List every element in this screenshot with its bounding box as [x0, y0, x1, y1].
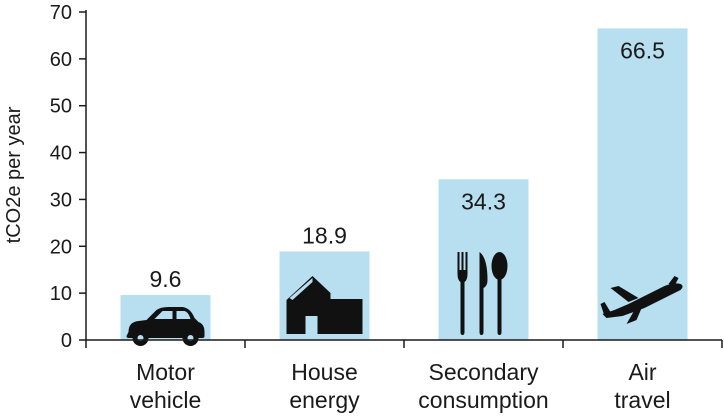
car-window — [154, 311, 173, 319]
spoon-handle — [497, 278, 502, 335]
category-label: consumption — [418, 387, 548, 413]
spoon-bowl — [491, 252, 508, 280]
roof-line — [289, 278, 313, 300]
cutlery-icon — [457, 252, 508, 335]
y-tick-label: 40 — [50, 143, 72, 165]
category-label: vehicle — [130, 387, 202, 413]
category-label: House — [291, 359, 357, 385]
house-icon — [286, 276, 363, 334]
house-door — [305, 316, 318, 334]
value-label: 34.3 — [461, 188, 506, 214]
category-label: energy — [289, 387, 360, 413]
bars-group: 9.6 18.9 34.3 66.5 — [120, 28, 688, 346]
y-tick-label: 70 — [50, 2, 72, 24]
bar — [597, 28, 688, 341]
y-axis: 0 10 20 30 40 50 60 70 — [50, 2, 87, 352]
plane-tail — [600, 302, 611, 316]
y-tick-label: 50 — [50, 96, 72, 118]
car-window — [176, 311, 191, 319]
plane-tailfin — [668, 276, 679, 286]
y-tick-label: 0 — [61, 330, 72, 352]
y-tick-label: 60 — [50, 49, 72, 71]
value-label: 9.6 — [150, 266, 182, 292]
y-tick-label: 30 — [50, 189, 72, 211]
y-axis-title: tCO2e per year — [3, 106, 25, 243]
y-tick-label: 10 — [50, 283, 72, 305]
plane-fuselage — [602, 283, 683, 318]
category-label: Motor — [136, 359, 195, 385]
category-label: travel — [614, 387, 670, 413]
knife — [479, 252, 488, 335]
y-tick-label: 20 — [50, 236, 72, 258]
plane-wing — [626, 306, 643, 324]
airplane-icon — [600, 276, 683, 324]
value-label: 66.5 — [620, 37, 665, 63]
category-label: Secondary — [429, 359, 539, 385]
value-label: 18.9 — [302, 222, 347, 248]
category-label: Air — [628, 359, 656, 385]
fork — [457, 252, 468, 335]
plane-wing — [610, 286, 639, 302]
